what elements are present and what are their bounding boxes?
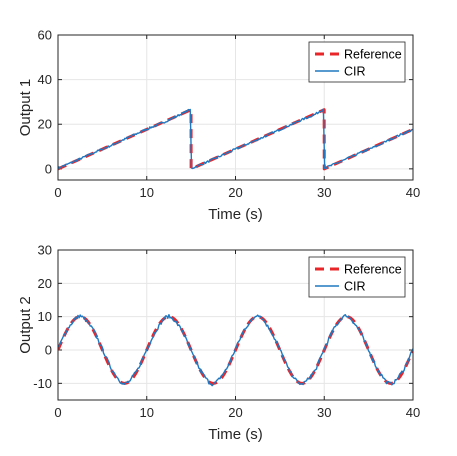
chart-output-1: 0 10 20 30 40 0 20 40 60 Time (s) Output 1 Referenc… bbox=[17, 28, 420, 224]
legend: Reference CIR bbox=[308, 41, 406, 83]
legend: Reference CIR bbox=[308, 256, 406, 298]
x-tick-label: 20 bbox=[228, 405, 242, 420]
x-axis-label: Time (s) bbox=[208, 206, 262, 223]
x-tick-label: 0 bbox=[54, 185, 61, 200]
y-tick-label: 0 bbox=[45, 161, 52, 176]
x-tick-label: 40 bbox=[406, 185, 420, 200]
legend-label-cir: CIR bbox=[344, 65, 366, 79]
y-tick-label: 60 bbox=[38, 28, 52, 43]
series-layer bbox=[58, 108, 413, 171]
x-tick-label: 0 bbox=[54, 405, 61, 420]
legend-box bbox=[308, 41, 406, 83]
y-tick-label: 30 bbox=[38, 243, 52, 258]
y-axis-label: Output 2 bbox=[17, 296, 34, 354]
y-tick-label: 10 bbox=[38, 309, 52, 324]
series-line-cir bbox=[58, 108, 413, 170]
x-tick-label: 40 bbox=[406, 405, 420, 420]
y-axis-label: Output 1 bbox=[17, 79, 34, 137]
axes-frame bbox=[57, 34, 414, 181]
x-tick-label: 10 bbox=[140, 185, 154, 200]
x-tick-label: 20 bbox=[228, 185, 242, 200]
y-tick-label: 0 bbox=[45, 343, 52, 358]
series-layer bbox=[58, 313, 413, 387]
x-axis-label: Time (s) bbox=[208, 426, 262, 443]
y-tick-label: -10 bbox=[33, 376, 52, 391]
x-tick-label: 30 bbox=[317, 185, 331, 200]
series-line-cir bbox=[58, 313, 413, 387]
legend-label-reference: Reference bbox=[344, 263, 402, 277]
legend-box bbox=[308, 256, 406, 298]
legend-label-cir: CIR bbox=[344, 280, 366, 294]
x-tick-label: 10 bbox=[140, 405, 154, 420]
y-tick-label: 20 bbox=[38, 117, 52, 132]
y-tick-label: 20 bbox=[38, 276, 52, 291]
legend-label-reference: Reference bbox=[344, 48, 402, 62]
y-tick-label: 40 bbox=[38, 72, 52, 87]
axes-frame bbox=[57, 249, 414, 401]
x-tick-label: 30 bbox=[317, 405, 331, 420]
